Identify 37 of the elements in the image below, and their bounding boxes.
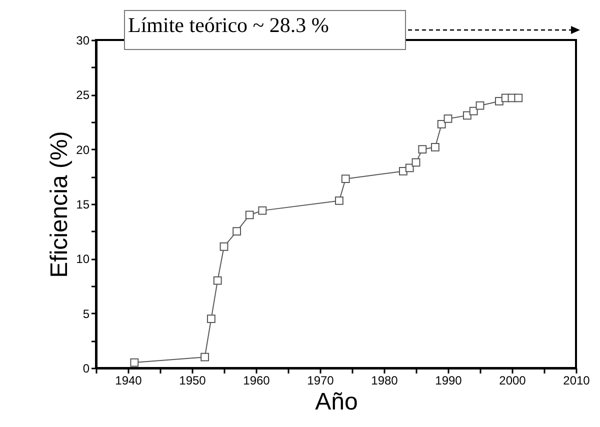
x-tick-label: 1950 bbox=[179, 374, 206, 388]
y-tick-label: 5 bbox=[82, 306, 90, 321]
x-tick-label: 1960 bbox=[243, 374, 270, 388]
y-axis-title: Eficiencia (%) bbox=[46, 131, 74, 278]
point bbox=[476, 101, 484, 110]
point bbox=[200, 352, 210, 362]
x-tick-label: 2000 bbox=[499, 374, 526, 388]
x-tick-label: 1940 bbox=[115, 374, 142, 388]
point bbox=[405, 164, 414, 172]
y-tick-label: 30 bbox=[76, 34, 90, 48]
y-tick-label: 25 bbox=[76, 88, 90, 102]
point bbox=[412, 158, 420, 167]
x-tick-label: 2010 bbox=[563, 374, 590, 388]
y-tick-label: 20 bbox=[76, 142, 90, 157]
point bbox=[469, 106, 478, 116]
point bbox=[258, 206, 267, 215]
x-tick-label: 1980 bbox=[371, 374, 398, 388]
point bbox=[232, 227, 242, 236]
point bbox=[437, 120, 446, 128]
text: Límite teórico ~ 28.3 % bbox=[128, 13, 329, 38]
point bbox=[341, 174, 350, 184]
point bbox=[418, 145, 427, 154]
y-tick-label: 10 bbox=[76, 252, 90, 266]
point bbox=[220, 242, 228, 251]
point bbox=[130, 358, 139, 367]
point bbox=[213, 276, 222, 285]
point bbox=[206, 314, 216, 324]
point bbox=[444, 114, 452, 123]
point bbox=[430, 142, 440, 152]
point bbox=[514, 94, 523, 102]
y-tick-label: 0 bbox=[82, 362, 90, 376]
y-tick-label: 15 bbox=[76, 198, 90, 212]
point bbox=[245, 210, 254, 220]
x-tick-label: 1990 bbox=[435, 374, 462, 388]
x-tick-label: 1970 bbox=[307, 374, 334, 388]
point bbox=[334, 196, 344, 205]
x-axis-title: Año bbox=[315, 388, 358, 416]
